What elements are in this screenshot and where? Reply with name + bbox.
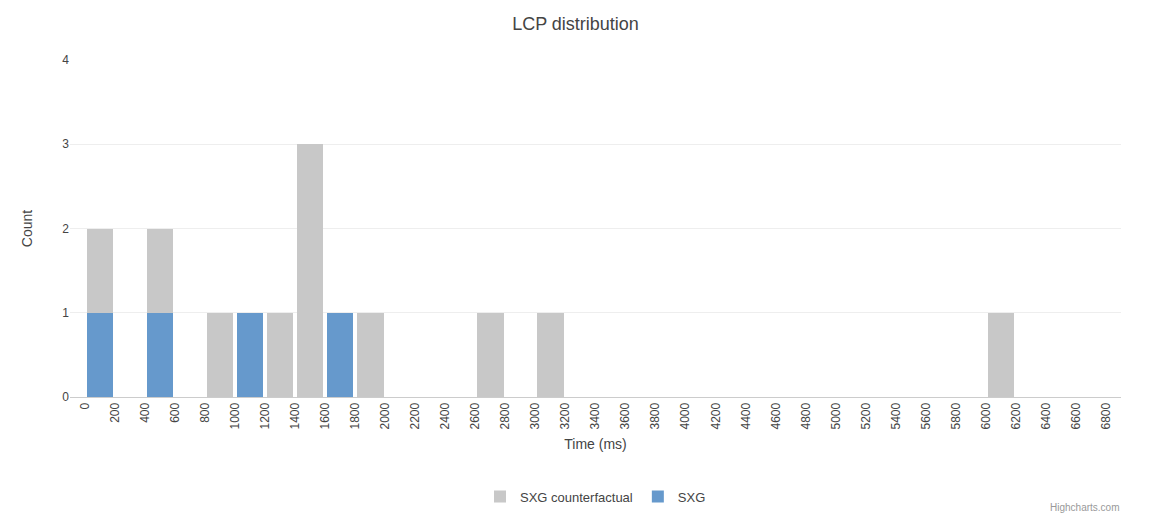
svg-text:3: 3	[62, 137, 69, 151]
svg-text:3600: 3600	[618, 402, 632, 429]
svg-text:4800: 4800	[799, 402, 813, 429]
svg-text:2800: 2800	[498, 402, 512, 429]
svg-text:1200: 1200	[258, 402, 272, 429]
svg-text:4600: 4600	[769, 402, 783, 429]
svg-text:6400: 6400	[1039, 402, 1053, 429]
svg-text:3800: 3800	[648, 402, 662, 429]
svg-text:5200: 5200	[859, 402, 873, 429]
svg-text:4: 4	[62, 53, 69, 67]
svg-text:SXG: SXG	[678, 490, 705, 505]
svg-text:SXG counterfactual: SXG counterfactual	[520, 490, 633, 505]
svg-text:Time (ms): Time (ms)	[564, 436, 626, 452]
svg-text:5600: 5600	[919, 402, 933, 429]
svg-text:3200: 3200	[558, 402, 572, 429]
svg-text:800: 800	[198, 402, 212, 422]
svg-text:0: 0	[62, 390, 69, 404]
svg-text:2000: 2000	[378, 402, 392, 429]
svg-text:5000: 5000	[829, 402, 843, 429]
svg-text:Highcharts.com: Highcharts.com	[1050, 502, 1119, 513]
svg-text:600: 600	[168, 402, 182, 422]
svg-text:4000: 4000	[678, 402, 692, 429]
svg-text:Count: Count	[19, 210, 35, 247]
svg-text:1800: 1800	[348, 402, 362, 429]
svg-text:5400: 5400	[889, 402, 903, 429]
svg-text:6000: 6000	[979, 402, 993, 429]
svg-text:4400: 4400	[739, 402, 753, 429]
svg-text:1000: 1000	[228, 402, 242, 429]
svg-text:0: 0	[78, 402, 92, 409]
svg-text:5800: 5800	[949, 402, 963, 429]
svg-text:2: 2	[62, 222, 69, 236]
svg-text:1400: 1400	[288, 402, 302, 429]
svg-text:400: 400	[138, 402, 152, 422]
svg-text:6600: 6600	[1069, 402, 1083, 429]
svg-text:2400: 2400	[438, 402, 452, 429]
svg-text:2200: 2200	[408, 402, 422, 429]
svg-text:LCP distribution: LCP distribution	[512, 14, 639, 34]
svg-text:6800: 6800	[1099, 402, 1113, 429]
svg-text:4200: 4200	[709, 402, 723, 429]
svg-text:3400: 3400	[588, 402, 602, 429]
svg-text:2600: 2600	[468, 402, 482, 429]
svg-text:6200: 6200	[1009, 402, 1023, 429]
svg-text:1: 1	[62, 306, 69, 320]
svg-text:1600: 1600	[318, 402, 332, 429]
svg-text:3000: 3000	[528, 402, 542, 429]
svg-text:200: 200	[108, 402, 122, 422]
